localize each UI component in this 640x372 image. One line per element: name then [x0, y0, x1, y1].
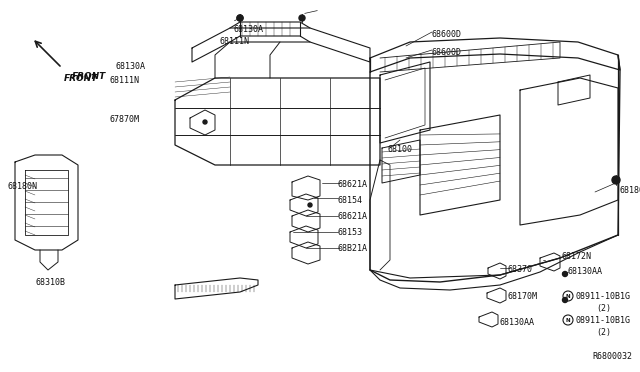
Circle shape: [563, 272, 568, 276]
Circle shape: [237, 15, 243, 21]
Text: 68600D: 68600D: [432, 48, 462, 57]
Circle shape: [299, 15, 305, 21]
Text: 68600D: 68600D: [432, 30, 462, 39]
Text: 68621A: 68621A: [338, 212, 368, 221]
Text: FRONT: FRONT: [64, 74, 99, 83]
Text: 68153: 68153: [338, 228, 363, 237]
Text: 68111N: 68111N: [220, 37, 250, 46]
Circle shape: [308, 203, 312, 207]
Text: 68130A: 68130A: [115, 62, 145, 71]
Text: R6800032: R6800032: [592, 352, 632, 361]
Text: 68B21A: 68B21A: [338, 244, 368, 253]
Circle shape: [563, 298, 568, 302]
Text: (2): (2): [596, 304, 611, 313]
Text: 68180N: 68180N: [8, 182, 38, 191]
Text: N: N: [566, 294, 570, 298]
Text: 68172N: 68172N: [562, 252, 592, 261]
Text: 67870M: 67870M: [110, 115, 140, 124]
Text: 68621A: 68621A: [338, 180, 368, 189]
Text: 68370: 68370: [508, 265, 533, 274]
Text: 08911-10B1G: 08911-10B1G: [576, 292, 631, 301]
Text: 68130AA: 68130AA: [567, 267, 602, 276]
Text: FRONT: FRONT: [72, 72, 106, 81]
Circle shape: [203, 120, 207, 124]
Circle shape: [237, 15, 243, 21]
Text: 68180NA: 68180NA: [620, 186, 640, 195]
Text: 68111N: 68111N: [110, 76, 140, 85]
Text: 68100: 68100: [388, 145, 413, 154]
Text: 68170M: 68170M: [508, 292, 538, 301]
Text: 68310B: 68310B: [36, 278, 66, 287]
Circle shape: [612, 176, 620, 184]
Text: 68130A: 68130A: [233, 25, 263, 34]
Text: 68154: 68154: [338, 196, 363, 205]
Text: N: N: [566, 317, 570, 323]
Text: 08911-10B1G: 08911-10B1G: [576, 316, 631, 325]
Text: (2): (2): [596, 328, 611, 337]
Text: 68130AA: 68130AA: [500, 318, 535, 327]
